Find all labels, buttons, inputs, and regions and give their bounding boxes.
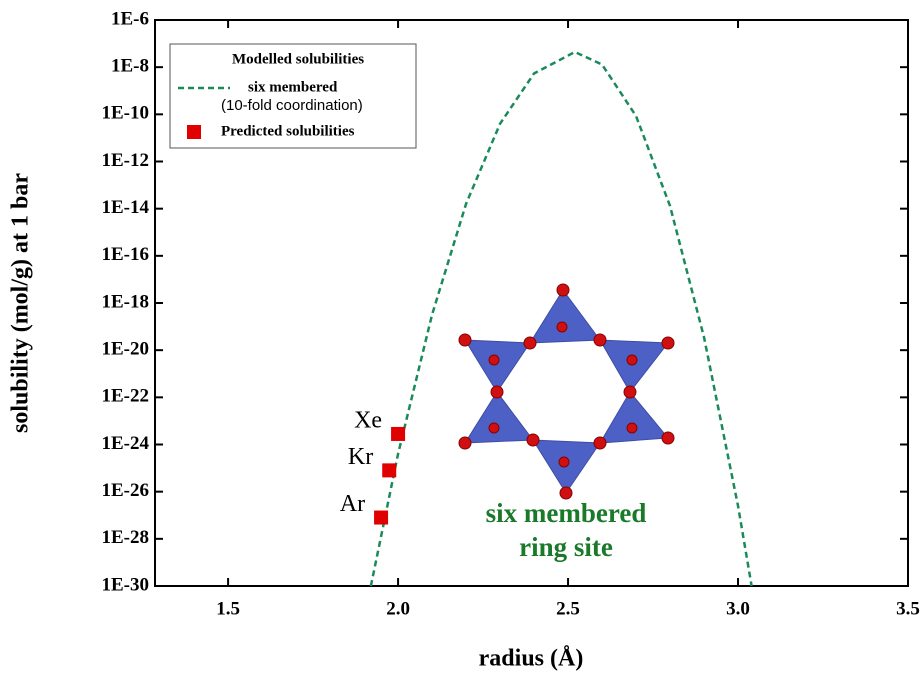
legend-label: Predicted solubilities: [221, 123, 355, 139]
legend-box: [169, 43, 417, 149]
curve: [369, 50, 753, 587]
y-tick-label: 1E-10: [102, 103, 150, 124]
x-tick-label: 3.5: [896, 598, 920, 619]
y-axis-title: solubility (mol/g) at 1 bar: [8, 173, 34, 433]
point-label: Kr: [348, 444, 373, 470]
y-tick-label: 1E-20: [102, 339, 150, 360]
y-tick-label: 1E-28: [102, 527, 150, 548]
y-tick-label: 1E-18: [102, 291, 150, 312]
point: [374, 510, 389, 525]
point: [391, 426, 406, 441]
annotation: six membered: [486, 498, 647, 528]
legend-title: Modelled solubilities: [232, 51, 364, 67]
legend-swatch: [187, 125, 201, 139]
x-tick-label: 2.0: [386, 598, 410, 619]
y-tick-label: 1E-30: [102, 574, 150, 595]
annotation: ring site: [519, 532, 613, 562]
x-tick-label: 2.5: [556, 598, 580, 619]
point: [382, 463, 397, 478]
y-tick-label: 1E-16: [102, 244, 150, 265]
point-label: Xe: [354, 407, 382, 433]
y-tick-label: 1E-8: [111, 56, 149, 77]
ring-structure-inset: [458, 283, 675, 500]
x-tick-label: 3.0: [726, 598, 750, 619]
legend-label: six membered: [248, 79, 338, 95]
y-tick-label: 1E-14: [102, 197, 150, 218]
y-tick-label: 1E-24: [102, 433, 150, 454]
y-tick-label: 1E-6: [111, 8, 149, 29]
legend-note: (10-fold coordination): [221, 97, 363, 114]
y-tick-label: 1E-26: [102, 480, 150, 501]
y-tick-label: 1E-22: [102, 386, 150, 407]
y-tick-label: 1E-12: [102, 150, 150, 171]
point-label: Ar: [340, 491, 365, 517]
x-axis-title: radius (Å): [479, 646, 584, 672]
x-tick-label: 1.5: [216, 598, 240, 619]
